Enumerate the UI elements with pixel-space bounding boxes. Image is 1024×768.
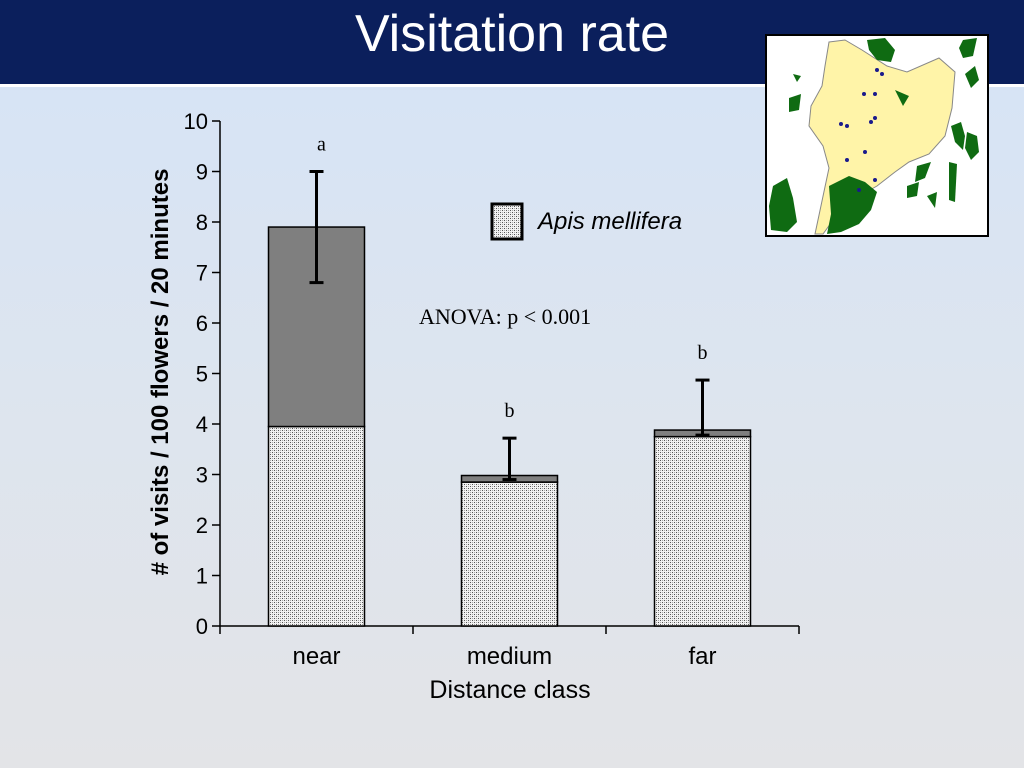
y-tick-label: 9 [196,160,208,185]
chart-legend: Apis mellifera [490,202,682,241]
y-tick-label: 5 [196,362,208,387]
y-axis-title: # of visits / 100 flowers / 20 minutes [147,169,174,576]
bar-segment-apis [460,481,559,627]
site-map-graphic [769,38,979,235]
y-tick-label: 7 [196,261,208,286]
chart-bars [267,170,752,627]
y-tick-label: 0 [196,614,208,639]
y-tick-label: 1 [196,564,208,589]
chart-labels: 0 1 2 3 4 5 6 7 8 9 10 a near b medium b far [184,109,717,670]
bar-segment-apis [267,425,366,627]
y-tick-label: 2 [196,513,208,538]
significance-letter: b [698,342,708,364]
map-sampling-points [839,68,884,192]
x-tick-label: medium [467,643,552,670]
y-tick-label: 3 [196,463,208,488]
slide-title: Visitation rate [354,5,670,63]
anova-annotation: ANOVA: p < 0.001 [419,304,591,329]
x-tick-label: far [688,643,716,670]
map-forest-fragments [769,38,979,234]
significance-letter: a [317,134,326,156]
y-tick-label: 10 [184,109,208,134]
y-tick-label: 8 [196,210,208,235]
y-tick-label: 4 [196,412,208,437]
y-tick-label: 6 [196,311,208,336]
site-map-icon [765,34,989,237]
x-tick-label: near [292,643,340,670]
significance-letter: b [505,400,515,422]
legend-swatch [490,202,524,241]
legend-label: Apis mellifera [536,208,682,235]
bar-segment-apis [653,435,752,627]
x-axis-title: Distance class [429,676,590,704]
